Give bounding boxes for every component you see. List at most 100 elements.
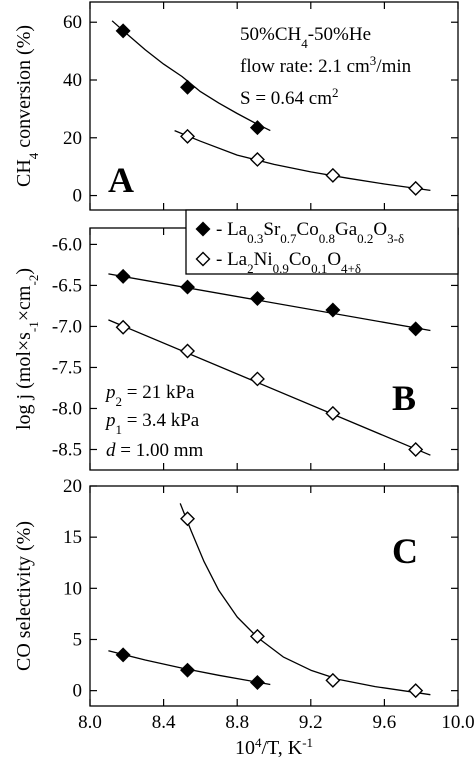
data-point-lscgo xyxy=(249,291,265,307)
legend-entry-part: 0.8 xyxy=(319,231,335,246)
legend: - La0.3Sr0.7Co0.8Ga0.2O3-δ - La2Ni0.9Co0.… xyxy=(185,209,459,276)
data-point-lnco xyxy=(249,628,265,644)
x-axis-label-part: 4 xyxy=(255,735,262,750)
legend-entry-part: Co xyxy=(297,219,319,240)
data-point-lscgo xyxy=(115,23,131,39)
annotation-gas-part: -50%He xyxy=(308,24,371,45)
y-tick-label: 0 xyxy=(73,186,83,207)
y-axis-label-group: CO selectivity (%) xyxy=(13,521,35,671)
data-point-lnco xyxy=(180,511,196,527)
annotation-gas-part: 50%CH xyxy=(240,24,302,45)
x-tick-label: 8.8 xyxy=(225,712,249,733)
annotation-flow-part: 3 xyxy=(370,53,377,68)
legend-entry-part: Co xyxy=(289,249,311,270)
fit-curve-lscgo xyxy=(108,650,271,686)
legend-entry-part: O xyxy=(373,219,387,240)
annotation-d-part: d xyxy=(106,440,116,461)
data-point-lnco xyxy=(325,672,341,688)
x-axis-label-part: -1 xyxy=(302,735,313,750)
data-point-lnco xyxy=(408,180,424,196)
annotation-area-part: 2 xyxy=(332,85,339,100)
legend-marker xyxy=(195,251,211,267)
y-tick-label: 10 xyxy=(63,578,82,599)
y-axis-label: CH4 conversion (%) xyxy=(13,25,41,187)
y-axis-label: log j (mol×s-1×cm-2) xyxy=(13,268,41,430)
y-axis-label-part: conversion (%) xyxy=(13,25,35,153)
legend-entry-part: - La xyxy=(216,219,248,240)
y-axis-label: CO selectivity (%) xyxy=(13,521,35,671)
annotation-p2-part: 2 xyxy=(116,394,123,409)
y-tick-label: 40 xyxy=(63,70,82,91)
y-tick-label: -6.0 xyxy=(52,234,82,255)
annotation-p1: p1 = 3.4 kPa xyxy=(104,410,200,437)
data-point-lnco xyxy=(249,371,265,387)
y-tick-label: 20 xyxy=(63,128,82,149)
annotation-gas-part: 4 xyxy=(301,36,308,51)
data-point-lnco xyxy=(325,405,341,421)
y-axis-label-group: CH4 conversion (%) xyxy=(13,25,41,187)
fit-curve-lnco xyxy=(108,319,431,456)
annotation-flow-part: /min xyxy=(376,56,411,77)
y-axis-label-part: -2 xyxy=(26,275,41,286)
data-point-lscgo xyxy=(325,302,341,318)
panel-letter: A xyxy=(108,160,134,200)
y-axis-label-group: log j (mol×s-1×cm-2) xyxy=(13,268,41,430)
x-tick-label: 8.0 xyxy=(78,712,102,733)
y-tick-label: 15 xyxy=(63,527,82,548)
panel-letter: B xyxy=(392,378,416,418)
legend-entry-part: O xyxy=(327,249,341,270)
data-point-lscgo xyxy=(115,268,131,284)
annotation-d: d = 1.00 mm xyxy=(106,440,203,461)
y-axis-label-part: ×cm xyxy=(13,285,35,321)
panel-c: 0 5 10 15 20 C CO selectivity (%) 8.0 8.4 8.8 9.2 9… xyxy=(13,476,474,759)
x-axis-label: 104/T, K-1 xyxy=(235,735,313,760)
y-tick-label: 0 xyxy=(73,681,83,702)
data-point-lnco xyxy=(180,128,196,144)
y-tick-label: 5 xyxy=(73,629,83,650)
annotation-area: S = 0.64 cm2 xyxy=(240,85,339,110)
x-axis-label-part: 10 xyxy=(235,737,255,759)
fit-curve-lnco xyxy=(174,129,431,192)
annotation-gas: 50%CH4-50%He xyxy=(240,24,371,51)
y-axis-label-part: log j (mol×s xyxy=(13,332,35,430)
annotation-flow-part: flow rate: 2.1 cm xyxy=(240,56,370,77)
legend-entry-part: 0.7 xyxy=(280,231,297,246)
x-tick-label: 9.6 xyxy=(373,712,397,733)
data-point-lscgo xyxy=(115,647,131,663)
y-axis-label-part: 4 xyxy=(26,152,41,159)
annotation-p2-part: p xyxy=(104,382,116,403)
y-tick-label: -6.5 xyxy=(52,275,82,296)
legend-entry-part: 2 xyxy=(247,261,254,276)
legend-entry-part: 4+δ xyxy=(341,261,361,276)
data-point-lnco xyxy=(249,151,265,167)
y-tick-label: 60 xyxy=(63,12,82,33)
y-axis-label-part: CH xyxy=(13,159,35,187)
annotation-p2: p2 = 21 kPa xyxy=(104,382,195,409)
annotation-d-part: = 1.00 mm xyxy=(116,440,204,461)
legend-entry-part: Ni xyxy=(254,249,273,270)
data-point-lscgo xyxy=(180,79,196,95)
y-tick-label: 20 xyxy=(63,476,82,497)
x-tick-label: 9.2 xyxy=(299,712,323,733)
data-point-lnco xyxy=(180,343,196,359)
legend-entry: - La0.3Sr0.7Co0.8Ga0.2O3-δ xyxy=(216,219,404,246)
data-point-lscgo xyxy=(249,674,265,690)
legend-entry: - La2Ni0.9Co0.1O4+δ xyxy=(216,249,361,276)
y-tick-label: -7.5 xyxy=(52,357,82,378)
legend-entry-part: 0.2 xyxy=(357,231,373,246)
data-point-lnco xyxy=(115,319,131,335)
data-point-lnco xyxy=(408,683,424,699)
data-point-lnco xyxy=(325,167,341,183)
legend-entry-part: Ga xyxy=(335,219,358,240)
annotation-flow: flow rate: 2.1 cm3/min xyxy=(240,53,412,78)
legend-entry-part: 3-δ xyxy=(387,231,404,246)
legend-entry-part: Sr xyxy=(263,219,281,240)
legend-box xyxy=(185,209,459,275)
legend-entry-part: 0.1 xyxy=(311,261,327,276)
annotation-area-part: S = 0.64 cm xyxy=(240,88,332,109)
data-point-lnco xyxy=(408,442,424,457)
y-tick-label: -8.5 xyxy=(52,439,82,460)
y-axis-label-part: ) xyxy=(13,268,35,275)
